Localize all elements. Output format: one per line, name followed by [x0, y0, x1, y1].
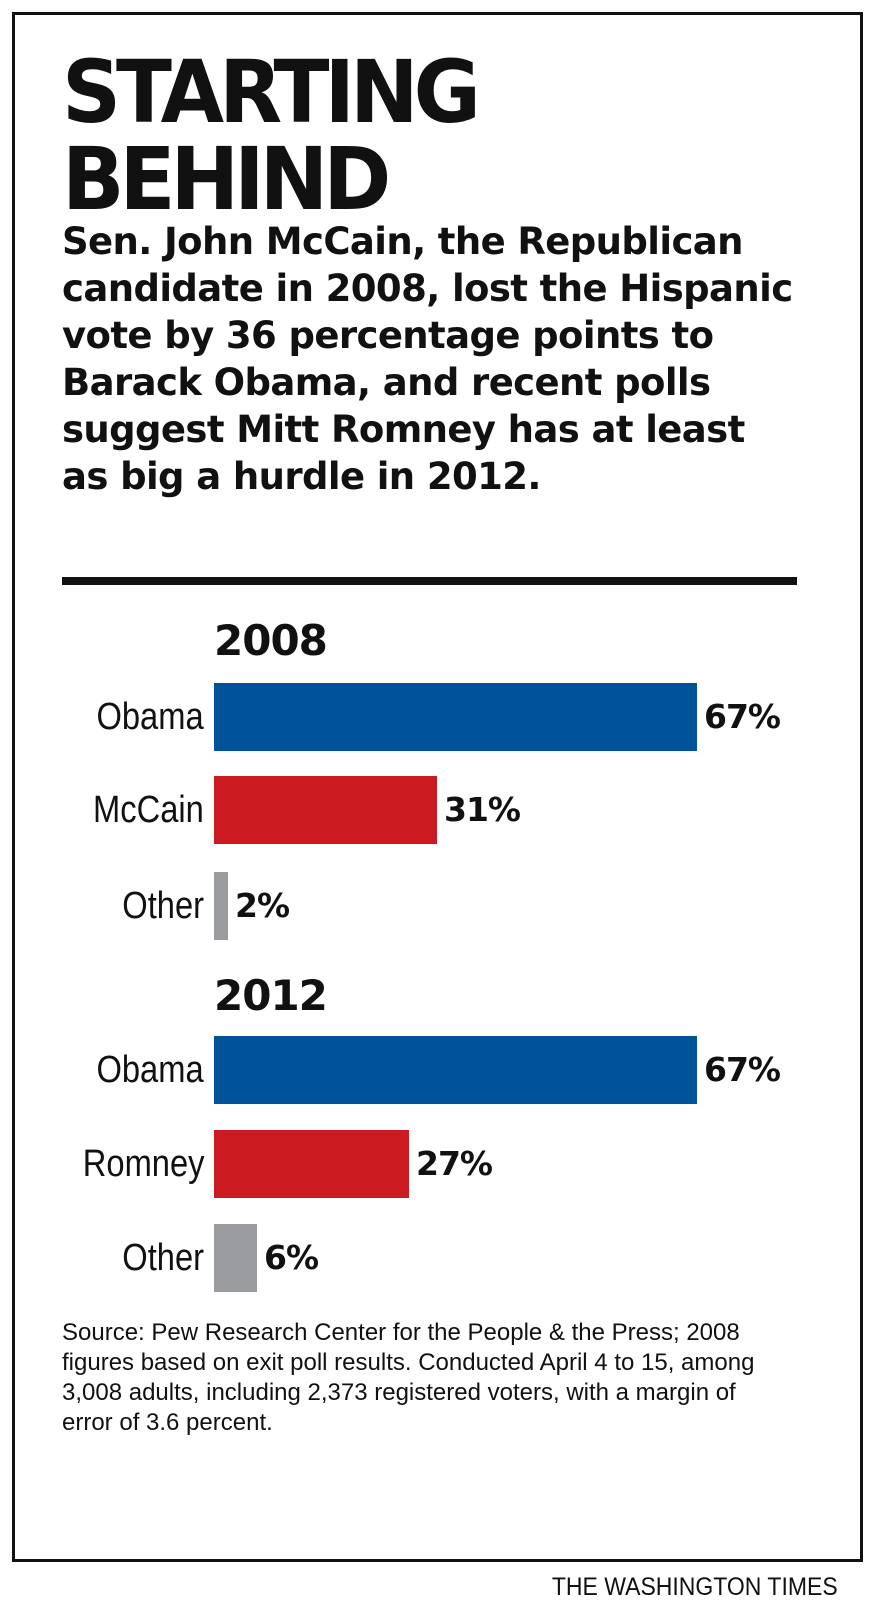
value-label-obama-2012: 67% — [704, 1050, 781, 1089]
chart-title-line-2: BEHIND — [62, 129, 391, 231]
divider-rule — [62, 577, 797, 585]
bar-obama-2008 — [214, 683, 697, 751]
source-note: Source: Pew Research Center for the Peop… — [62, 1319, 755, 1436]
bar-romney-2012 — [214, 1130, 409, 1198]
panel-title-2008: 2008 — [214, 616, 328, 665]
value-label-romney-2012: 27% — [416, 1144, 493, 1183]
bar-obama-2012 — [214, 1036, 697, 1104]
value-label-obama-2008: 67% — [704, 697, 781, 736]
bar-other-2008 — [214, 872, 228, 940]
chart-subtitle: Sen. John McCain, the Republican candida… — [62, 220, 793, 498]
value-label-other-2012: 6% — [264, 1238, 319, 1277]
chart-title: STARTING BEHIND — [62, 42, 481, 231]
value-label-mccain-2008: 31% — [444, 790, 521, 829]
category-label-other-2008: Other — [122, 885, 204, 927]
bar-other-2012 — [214, 1224, 257, 1292]
category-label-romney-2012: Romney — [82, 1143, 204, 1185]
bar-mccain-2008 — [214, 776, 437, 844]
category-label-obama-2012: Obama — [96, 1049, 204, 1091]
graphic-frame — [12, 12, 863, 1562]
value-label-other-2008: 2% — [235, 886, 290, 925]
chart-title-line-1: STARTING — [62, 42, 481, 144]
category-label-mccain-2008: McCain — [93, 789, 204, 831]
panel-title-2012: 2012 — [214, 971, 328, 1020]
category-label-obama-2008: Obama — [96, 696, 204, 738]
category-label-other-2012: Other — [122, 1237, 204, 1279]
publisher-credit: THE WASHINGTON TIMES — [552, 1573, 838, 1601]
